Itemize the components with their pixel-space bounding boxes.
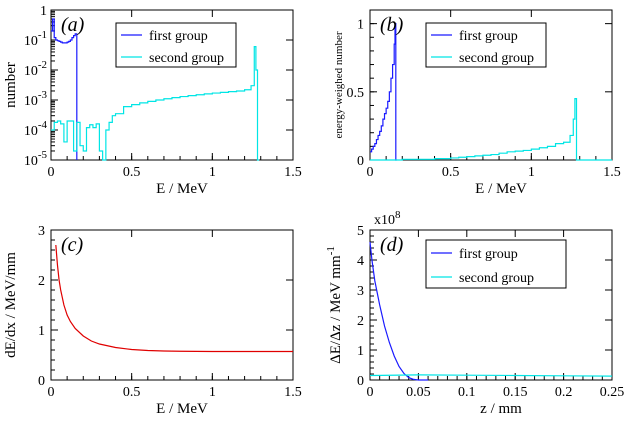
x-tick-label: 1 (209, 385, 216, 400)
x-tick-label: 0.5 (442, 165, 460, 180)
y-axis-label: number (3, 62, 19, 108)
plot-frame (369, 9, 613, 161)
x-axis-label: E / MeV (156, 181, 208, 197)
x-tick-label: 0.05 (406, 385, 431, 400)
x-tick-label: 0.25 (600, 385, 625, 400)
legend: first group second group (425, 22, 547, 68)
legend-box (425, 22, 547, 68)
y-tick-label: 0.5 (347, 86, 365, 101)
plot-frame (369, 229, 613, 381)
series-line-first-group (370, 23, 397, 161)
plot-frame (50, 9, 294, 161)
y-tick-label: 2 (357, 314, 364, 329)
y-tick-label: 0 (357, 154, 364, 169)
y-tick-label: 10-4 (24, 119, 48, 139)
plot-frame (50, 229, 294, 381)
y-axis-label: ΔE/Δz / MeV mm-1 (325, 246, 344, 364)
x-axis-label: E / MeV (475, 181, 527, 197)
legend: first group second group (425, 239, 567, 289)
y-tick-label: 3 (38, 224, 45, 239)
legend-entry: second group (459, 271, 534, 286)
x-tick-label: 0.1 (458, 385, 476, 400)
x-tick-label: 1.5 (284, 385, 302, 400)
y-tick-label: 5 (357, 224, 364, 239)
y-tick-label: 1 (40, 4, 47, 19)
y-tick-label: 10-2 (24, 59, 47, 79)
x-tick-label: 0.5 (123, 165, 141, 180)
x-axis-label: E / MeV (156, 401, 208, 417)
y-tick-label: 1 (357, 344, 364, 359)
x-tick-label: 1.5 (603, 165, 621, 180)
y-tick-label: 10-5 (24, 149, 48, 169)
panel-a: 0 0.5 1 1.5 10-5 10-4 10-3 10-2 10-1 1 (a) E / MeV n… (3, 4, 302, 197)
x-axis-label: z / mm (480, 401, 522, 417)
y-multiplier: x108 (374, 209, 401, 228)
y-axis-label: energy-weighed number (333, 31, 345, 138)
legend-entry: first group (149, 29, 208, 44)
x-tick-label: 1 (209, 165, 216, 180)
series-line-stopping-power (55, 244, 293, 353)
y-tick-label: 1 (357, 18, 364, 33)
legend-entry: second group (459, 51, 534, 66)
y-tick-label: 0 (357, 374, 364, 389)
legend-entry: first group (459, 29, 518, 44)
x-tick-label: 1.5 (284, 165, 302, 180)
y-tick-label: 4 (357, 254, 364, 269)
panel-label: (b) (380, 14, 404, 36)
y-axis-label: dE/dx / MeV/mm (3, 252, 19, 358)
x-tick-label: 1 (528, 165, 535, 180)
panel-label: (d) (380, 234, 404, 256)
legend-entry: first group (459, 247, 518, 262)
series-line-second-group (51, 46, 260, 161)
x-tick-label: 0 (48, 165, 55, 180)
legend: first group second group (115, 22, 237, 68)
y-tick-label: 10-1 (24, 29, 47, 49)
y-tick-label: 1 (38, 324, 45, 339)
y-tick-label: 0 (38, 374, 45, 389)
y-tick-label: 3 (357, 284, 364, 299)
series-line-first-group (369, 241, 429, 381)
series-line-second-group (369, 374, 613, 377)
x-tick-label: 0.5 (123, 385, 141, 400)
legend-box (115, 22, 237, 68)
x-tick-label: 0 (367, 165, 374, 180)
legend-box (425, 239, 567, 289)
legend-entry: second group (149, 51, 224, 66)
panel-label: (a) (61, 14, 85, 36)
x-tick-label: 0 (48, 385, 55, 400)
panel-b: 0 0.5 1 1.5 0 0.5 1 (b) E / MeV energy-weighed nu… (333, 9, 621, 197)
series-line-second-group (370, 98, 612, 161)
series-line-first-group (51, 18, 78, 160)
y-tick-label: 2 (38, 274, 45, 289)
panel-label: (c) (61, 234, 84, 256)
panel-c: 0 0.5 1 1.5 0 1 2 3 (c) E / MeV dE/dx / MeV/mm (3, 224, 302, 417)
x-tick-label: 0.2 (555, 385, 573, 400)
x-tick-label: 0.15 (503, 385, 528, 400)
y-tick-label: 10-3 (24, 89, 48, 109)
panel-d: 0 0.05 0.1 0.15 0.2 0.25 0 1 2 3 4 5 (d) z / mm ΔE/Δz … (325, 209, 624, 417)
x-tick-label: 0 (367, 385, 374, 400)
